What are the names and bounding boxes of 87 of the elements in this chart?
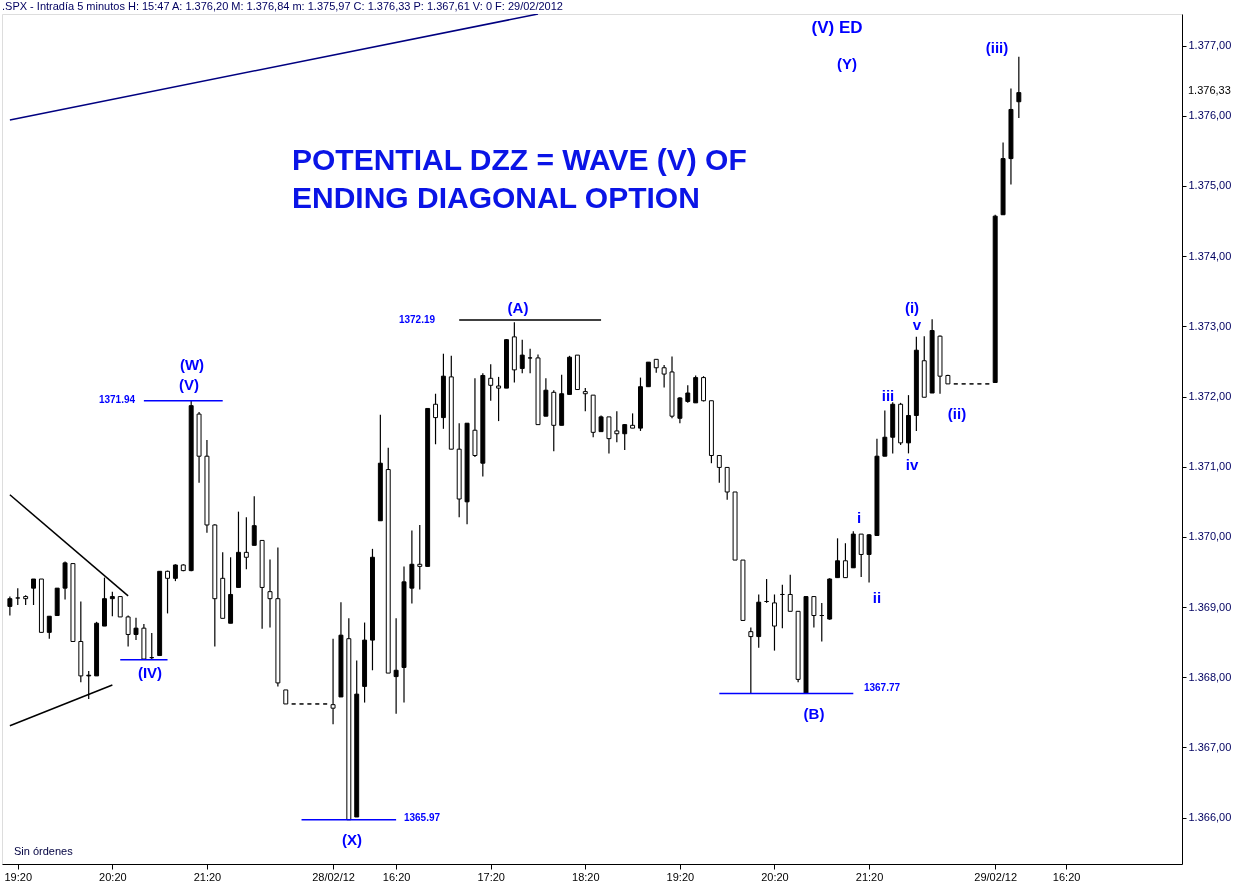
x-tick-label: 19:20 xyxy=(4,870,33,883)
candlestick xyxy=(661,364,667,389)
y-tick-label: 1.375,00 xyxy=(1188,179,1232,192)
candlestick xyxy=(488,363,494,402)
candlestick xyxy=(614,410,620,443)
candlestick xyxy=(582,387,588,412)
candlestick xyxy=(125,614,131,648)
y-tick-label: 1.377,00 xyxy=(1188,39,1232,52)
candlestick xyxy=(417,524,423,591)
candlestick xyxy=(835,537,841,579)
annotation: (W) xyxy=(179,356,205,373)
chart-title: .SPX - Intradía 5 minutos H: 15:47 A: 1.376,20 M: 1.376,84 m: 1.375,97 C: 1.376,33 P: 1.367,61 V: 0 F: 29/02/2012 xyxy=(2,0,563,12)
annotation: (V) ED xyxy=(811,18,863,37)
x-tick-label: 20:20 xyxy=(761,870,789,883)
annotation: (iii) xyxy=(985,39,1009,56)
x-tick-label: 28/02/12 xyxy=(312,870,355,883)
candlestick xyxy=(433,393,438,445)
y-tick-label: 1.370,00 xyxy=(1188,530,1232,543)
candlestick xyxy=(772,593,777,652)
candlestick xyxy=(109,591,115,617)
annotation: 1371.94 xyxy=(98,394,136,405)
annotation: iv xyxy=(905,456,919,473)
annotation: 1367.77 xyxy=(863,682,901,693)
annotation: (Y) xyxy=(837,55,857,72)
y-tick-label: 1.369,00 xyxy=(1188,600,1232,613)
y-tick-label: 1.371,00 xyxy=(1188,460,1232,473)
candlestick xyxy=(496,376,502,422)
candlestick xyxy=(716,454,722,484)
annotation: (A) xyxy=(507,299,529,316)
candlestick xyxy=(622,423,628,451)
candlestick xyxy=(7,595,13,617)
x-tick-label: 20:20 xyxy=(99,870,127,883)
x-tick-label: 18:20 xyxy=(572,870,600,883)
text: 1.376,33 xyxy=(1188,84,1231,96)
candlestick xyxy=(251,495,257,546)
candlestick xyxy=(330,638,336,725)
x-tick-label: 21:20 xyxy=(855,870,884,883)
annotation: ii xyxy=(872,589,882,606)
annotation: (IV) xyxy=(137,664,163,681)
y-tick-label: 1.368,00 xyxy=(1188,670,1232,683)
x-tick-label: 16:20 xyxy=(382,870,411,883)
candlestick xyxy=(267,558,273,629)
candlestick xyxy=(243,516,249,570)
y-tick-label: 1.366,00 xyxy=(1188,811,1232,824)
candlestick xyxy=(519,339,525,374)
x-tick-label: 17:20 xyxy=(477,870,505,883)
candlestick xyxy=(393,617,399,715)
x-tick-label: 16:20 xyxy=(1052,870,1081,883)
annotation: (ii) xyxy=(947,405,967,422)
y-tick-label: 1.367,00 xyxy=(1188,740,1232,753)
annotation: i xyxy=(856,509,862,526)
x-tick-label: 29/02/12 xyxy=(974,870,1018,883)
x-tick-label: 19:20 xyxy=(666,870,695,883)
annotation: 1365.97 xyxy=(403,812,441,823)
annotation: POTENTIAL DZZ = WAVE (V) OF xyxy=(292,143,747,176)
candlestick xyxy=(858,533,864,578)
candlestick xyxy=(46,615,52,640)
candlestick xyxy=(117,595,123,618)
candlestick xyxy=(866,533,872,584)
y-tick-label: 1.376,00 xyxy=(1188,109,1232,122)
candlestick xyxy=(882,409,888,457)
annotation: (X) xyxy=(342,831,362,848)
y-tick-label: 1.374,00 xyxy=(1188,249,1232,262)
candlestick xyxy=(677,396,683,424)
candlestick xyxy=(527,348,533,374)
candlestick xyxy=(748,626,754,695)
candlestick xyxy=(133,617,139,641)
candlestick xyxy=(1016,56,1022,119)
candlestick xyxy=(31,578,36,606)
candlestick xyxy=(409,530,415,605)
candlestick xyxy=(165,570,170,615)
annotation: (i) xyxy=(904,299,920,316)
annotation: 1372.19 xyxy=(398,314,436,325)
candlestick xyxy=(787,574,793,612)
candlestick xyxy=(842,542,848,579)
y-tick-label: 1.372,00 xyxy=(1188,390,1232,403)
annotation: (V) xyxy=(179,376,199,393)
y-tick-label: 1.373,00 xyxy=(1188,319,1232,332)
candlestick xyxy=(701,375,707,403)
annotation: Sin órdenes xyxy=(14,845,74,857)
annotation: iii xyxy=(881,387,895,404)
candlestick xyxy=(606,416,612,454)
x-tick-label: 21:20 xyxy=(193,870,222,883)
annotation: ENDING DIAGONAL OPTION xyxy=(292,181,700,214)
annotation: v xyxy=(912,316,922,333)
annotation: (B) xyxy=(803,705,825,722)
candlestick xyxy=(811,595,817,629)
